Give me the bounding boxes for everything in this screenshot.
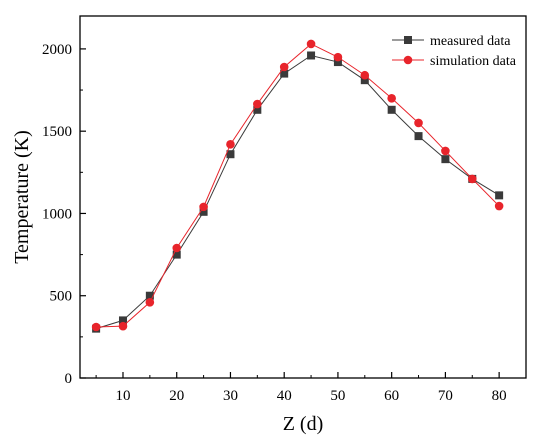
data-point: [118, 316, 127, 325]
data-point: [387, 93, 396, 103]
y-axis-ticks: 0 500 1000 1500 2000: [42, 42, 86, 387]
data-point: [414, 118, 423, 128]
legend: measured data simulation data: [392, 34, 517, 69]
x-tick-label: 50: [330, 388, 345, 404]
data-point: [145, 291, 154, 300]
series-measured: [92, 51, 504, 333]
data-point: [441, 146, 450, 156]
data-point: [280, 69, 289, 78]
legend-label-measured: measured data: [430, 34, 511, 49]
data-point: [387, 105, 396, 114]
x-tick-label: 40: [277, 388, 292, 404]
x-tick-label: 10: [115, 388, 130, 404]
x-axis-ticks: 10 20 30 40 50 60 70 80: [95, 372, 527, 404]
data-point: [360, 76, 369, 85]
data-point: [360, 70, 370, 80]
x-axis-title: Z (d): [283, 413, 324, 435]
x-tick-label: 80: [492, 388, 507, 404]
data-point: [494, 201, 504, 211]
data-point: [441, 155, 450, 164]
data-point: [253, 105, 262, 114]
data-point: [495, 191, 504, 200]
data-point: [279, 62, 289, 72]
data-point: [333, 58, 342, 67]
series-line: [96, 43, 500, 328]
plot-frame: [79, 15, 527, 379]
legend-item-measured: measured data: [392, 34, 511, 49]
plot-area: 10 20 30 40 50 60 70 80 0 500 1000 1500 2000: [42, 15, 527, 404]
x-tick-label: 70: [438, 388, 453, 404]
x-tick-label: 20: [169, 388, 184, 404]
y-tick-label: 1000: [42, 206, 72, 222]
series-simulation: [91, 39, 504, 332]
data-point: [145, 298, 155, 307]
data-point: [172, 250, 181, 259]
legend-label-simulation: simulation data: [430, 54, 517, 69]
y-tick-label: 1500: [42, 124, 72, 140]
y-axis-title: Temperature (K): [11, 130, 33, 264]
y-tick-label: 500: [50, 289, 73, 305]
data-point: [306, 39, 316, 49]
data-point: [467, 174, 477, 184]
data-point: [226, 140, 235, 149]
data-point: [226, 150, 235, 159]
data-point: [199, 207, 208, 216]
data-point: [172, 243, 182, 253]
series-layer: [91, 39, 504, 333]
x-tick-label: 60: [384, 388, 399, 404]
data-point: [414, 132, 423, 141]
legend-marker-simulation: [403, 55, 413, 65]
data-point: [91, 322, 101, 332]
data-point: [253, 99, 262, 109]
y-tick-label: 0: [65, 371, 73, 387]
data-point: [307, 51, 316, 60]
data-point: [199, 202, 208, 212]
y-tick-label: 2000: [42, 42, 72, 58]
data-point: [333, 52, 343, 62]
x-tick-label: 30: [223, 388, 238, 404]
data-point: [118, 321, 128, 331]
legend-marker-measured: [404, 36, 412, 44]
legend-item-simulation: simulation data: [392, 54, 517, 69]
